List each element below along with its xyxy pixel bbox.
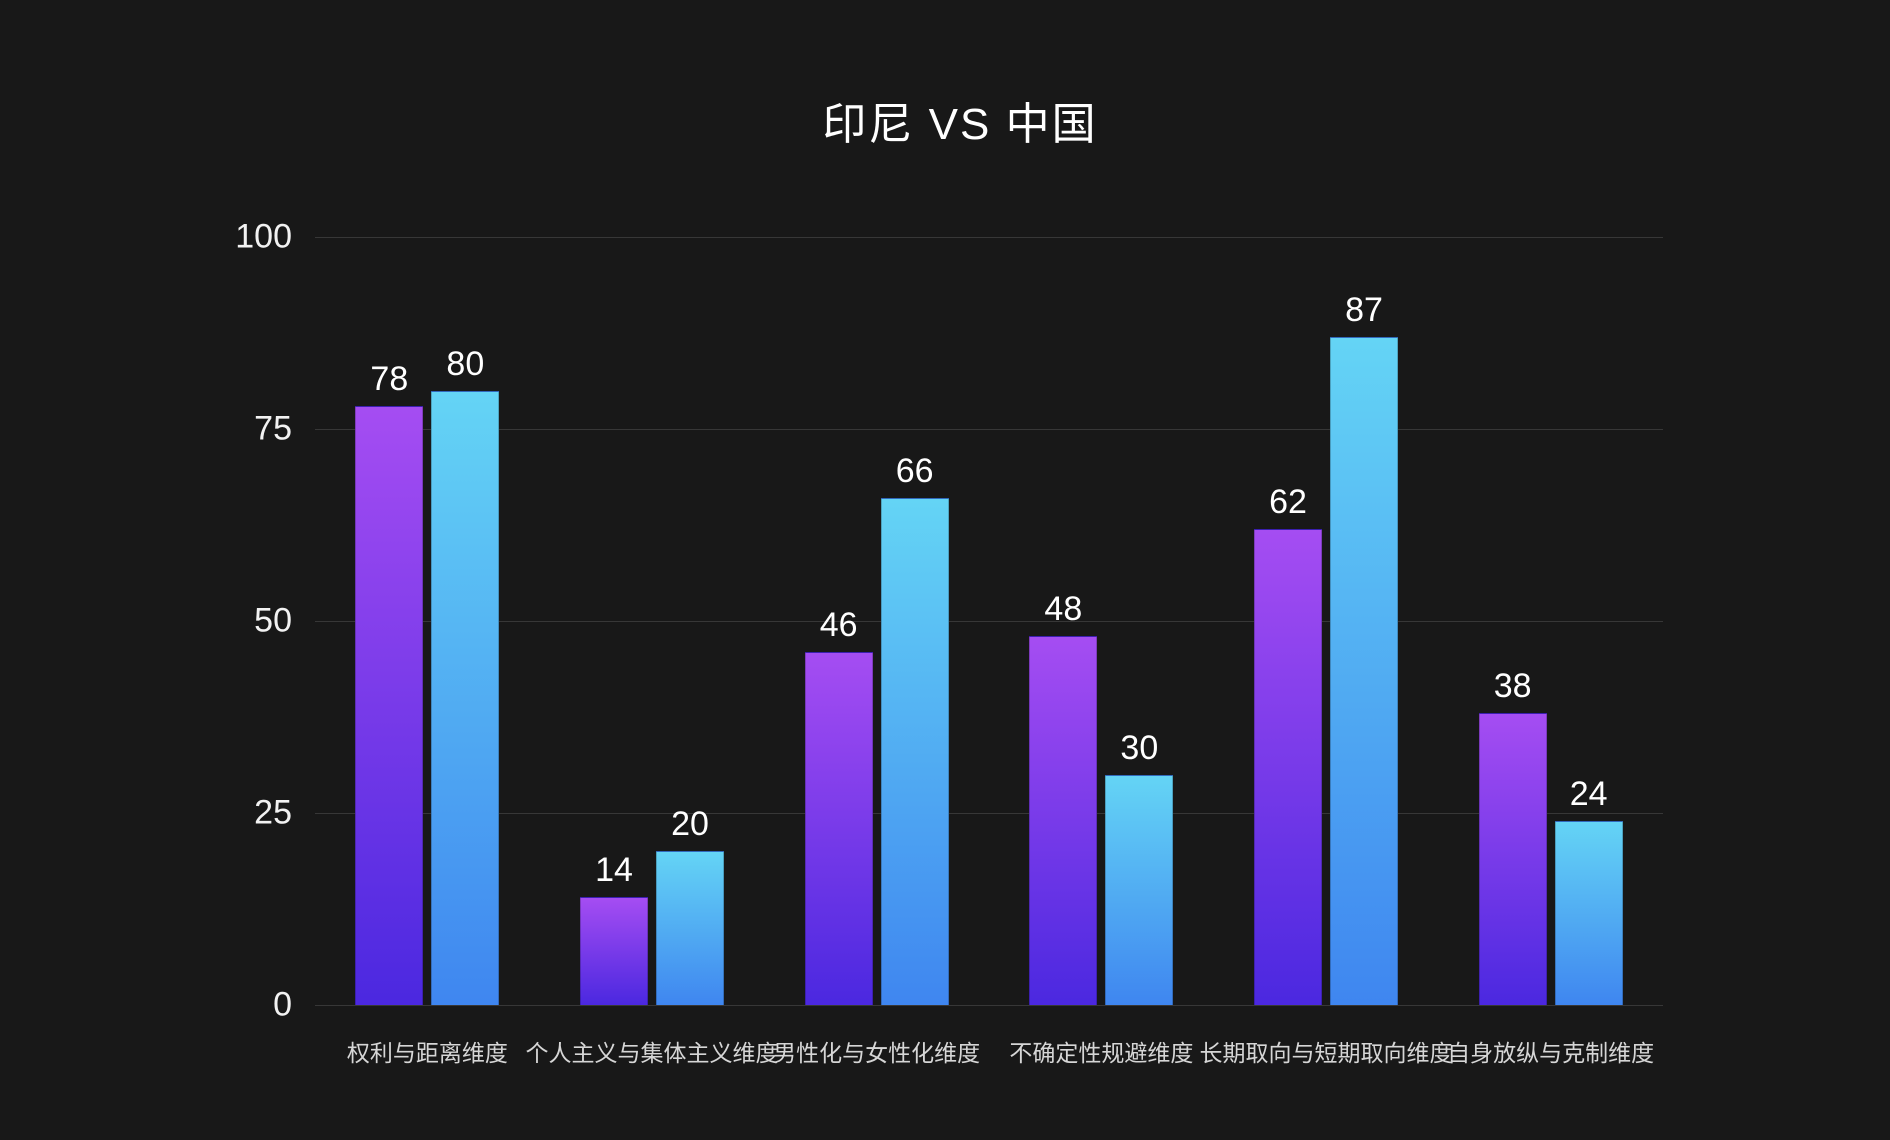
gridline-100 <box>315 237 1663 238</box>
bar-value-label-s1-c3: 46 <box>819 605 858 644</box>
bar-value-label-s1-c5: 62 <box>1269 482 1307 521</box>
x-axis-category-label-1: 权利与距离维度 <box>346 1040 508 1066</box>
gridline-50 <box>315 621 1663 622</box>
bar-s2-c5[interactable] <box>1330 336 1398 1005</box>
x-axis-category-label-4: 不确定性规避维度 <box>1009 1040 1194 1066</box>
bar-value-label-s1-c6: 38 <box>1493 667 1532 706</box>
bar-value-label-s2-c5: 87 <box>1345 290 1383 329</box>
bar-s2-c6[interactable] <box>1554 820 1623 1005</box>
x-axis-category-label-5: 长期取向与短期取向维度 <box>1199 1040 1453 1066</box>
bar-s2-c4[interactable] <box>1105 774 1174 1005</box>
x-axis-category-label-2: 个人主义与集体主义维度 <box>525 1040 779 1066</box>
bar-s1-c2[interactable] <box>580 897 648 1005</box>
y-axis-tick-label-0: 0 <box>273 985 292 1024</box>
bar-value-label-s1-c4: 48 <box>1044 590 1083 629</box>
y-axis-tick-label-75: 75 <box>254 409 292 448</box>
y-axis-tick-label-25: 25 <box>254 793 292 832</box>
bar-value-label-s2-c4: 30 <box>1120 728 1159 767</box>
gridline-75 <box>315 429 1663 430</box>
bar-s1-c4[interactable] <box>1029 636 1098 1005</box>
bar-s2-c2[interactable] <box>656 851 724 1005</box>
bar-value-label-s1-c2: 14 <box>595 851 633 890</box>
bar-value-label-s2-c1: 80 <box>446 344 485 383</box>
bar-s1-c3[interactable] <box>804 651 873 1005</box>
x-axis-category-label-6: 自身放纵与克制维度 <box>1447 1040 1655 1066</box>
x-axis-category-label-3: 男性化与女性化维度 <box>773 1040 981 1066</box>
plot-area: 78 80 14 20 46 66 48 30 62 87 38 24 <box>315 237 1663 1006</box>
bar-s1-c5[interactable] <box>1254 528 1322 1005</box>
bar-s1-c1[interactable] <box>355 405 424 1005</box>
y-axis-tick-label-100: 100 <box>235 217 292 256</box>
bar-s1-c6[interactable] <box>1478 713 1547 1005</box>
chart-title: 印尼 VS 中国 <box>822 100 1098 149</box>
gridline-25 <box>315 813 1663 814</box>
gridline-0 <box>315 1005 1663 1006</box>
bar-value-label-s2-c2: 20 <box>671 805 709 844</box>
bar-s2-c3[interactable] <box>880 498 949 1005</box>
y-axis-tick-label-50: 50 <box>254 601 292 640</box>
bar-value-label-s2-c6: 24 <box>1569 774 1608 813</box>
bar-value-label-s2-c3: 66 <box>895 452 934 491</box>
bar-value-label-s1-c1: 78 <box>370 359 409 398</box>
bar-s2-c1[interactable] <box>431 390 500 1005</box>
